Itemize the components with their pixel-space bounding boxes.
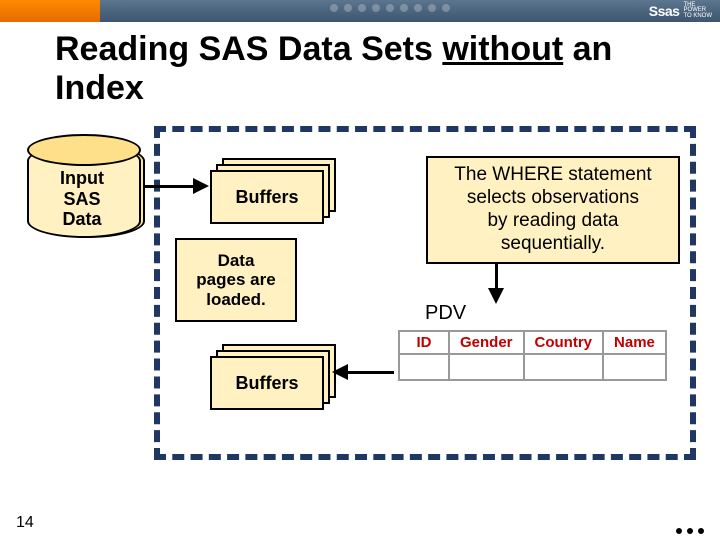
where-l3: by reading data [487, 210, 618, 231]
title-pre: Reading SAS Data Sets [55, 30, 442, 68]
header-accent [0, 0, 100, 22]
table-header-row: ID Gender Country Name [399, 331, 666, 354]
ellipsis-icon [676, 528, 704, 534]
table-row [399, 354, 666, 380]
col-gender: Gender [449, 331, 524, 354]
input-data-cylinder: Input SAS Data [27, 134, 145, 244]
title-underline: without [442, 30, 563, 68]
where-l2: selects observations [467, 187, 639, 208]
dp-l3: loaded. [206, 290, 266, 309]
buffers-lower-label: Buffers [235, 373, 298, 394]
data-pages-box: Data pages are loaded. [175, 238, 297, 322]
where-l4: sequentially. [501, 233, 605, 254]
slide-title: Reading SAS Data Sets without an Index [55, 30, 680, 108]
col-id: ID [399, 331, 449, 354]
col-country: Country [524, 331, 604, 354]
col-name: Name [603, 331, 666, 354]
arrow-pdv-to-buffers-head [332, 364, 348, 380]
arrow-input-to-buffers [145, 185, 195, 188]
dp-l2: pages are [196, 270, 275, 289]
pdv-table: ID Gender Country Name [398, 330, 667, 381]
pdv-label: PDV [425, 302, 466, 325]
where-l1: The WHERE statement [454, 164, 651, 185]
cyl-l2: SAS [63, 189, 100, 209]
dp-l1: Data [218, 251, 255, 270]
page-number: 14 [16, 514, 34, 532]
logo-text: Ssas [649, 3, 680, 19]
brand-logo: Ssas THE POWER TO KNOW [649, 0, 712, 22]
buffers-upper-label: Buffers [235, 187, 298, 208]
arrow-where-to-pdv-head [488, 288, 504, 304]
cyl-l3: Data [62, 209, 101, 229]
slide-root: Ssas THE POWER TO KNOW Reading SAS Data … [0, 0, 720, 540]
header-dots [330, 4, 450, 12]
arrow-where-to-pdv [495, 262, 498, 290]
arrow-input-to-buffers-head [193, 178, 209, 194]
logo-tag-3: TO KNOW [683, 14, 712, 19]
where-box: The WHERE statement selects observations… [426, 156, 680, 264]
cyl-l1: Input [60, 168, 104, 188]
arrow-pdv-to-buffers [346, 371, 394, 374]
